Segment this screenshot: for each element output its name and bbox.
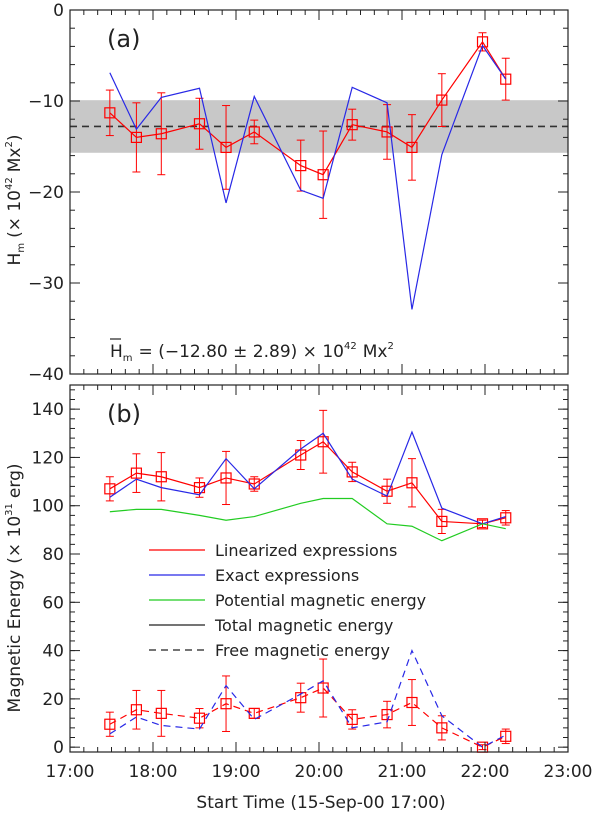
panel-a-label: (a) [107, 25, 140, 53]
panel-b-label: (b) [107, 400, 141, 428]
panel-a-ylabel-unit: Mx [5, 148, 25, 173]
data-point-square [295, 692, 307, 704]
data-point-square [295, 449, 307, 461]
data-point-square [155, 128, 167, 140]
data-point-square [130, 131, 142, 143]
data-point-square [381, 126, 393, 138]
series-line [109, 440, 506, 525]
data-point-square [406, 696, 418, 709]
x-tick-label: 18:00 [129, 762, 178, 782]
y-tick-label: 140 [32, 400, 64, 420]
panel-a-ylabel-sub: m [16, 243, 27, 253]
y-tick-label: 0 [53, 1, 64, 21]
data-point-square [130, 467, 142, 479]
x-tick-label: 20:00 [295, 762, 344, 782]
legend-label: Free magnetic energy [215, 641, 390, 660]
data-point-square [406, 477, 418, 489]
panel-a-ylabel-close: ) [5, 135, 25, 142]
data-point-square [295, 160, 307, 172]
y-tick-label: −10 [28, 92, 64, 112]
x-tick-label: 17:00 [46, 762, 95, 782]
data-point-square [406, 141, 418, 154]
panel-b-ylabel-exp: 31 [4, 503, 15, 516]
legend-label: Linearized expressions [215, 541, 397, 560]
data-point-square [155, 471, 167, 483]
y-tick-label: 100 [32, 497, 64, 517]
series-line [109, 648, 507, 748]
panel-b: 0 20 40 60 80 100 120 140 17:00 18:00 19:00 20:00 21… [4, 384, 593, 813]
data-point-square [248, 126, 260, 138]
data-point-square [130, 704, 142, 716]
y-tick-label: 40 [42, 642, 64, 662]
annotation-unit: Mx [363, 342, 388, 362]
panel-a-ylabel-main: H [5, 253, 25, 266]
data-point-square [476, 518, 489, 530]
data-point-square [193, 712, 206, 724]
panel-a-axes: 0 −10 −20 −30 −40 [28, 1, 569, 385]
data-point-square [155, 707, 167, 719]
data-point-square [317, 169, 329, 181]
x-tick-label: 21:00 [378, 762, 427, 782]
panel-b-ylabel-unit: erg) [5, 464, 25, 499]
panel-a-annotation: Hm = (−12.80 ± 2.89) × 1042 Mx2 [110, 341, 394, 364]
y-tick-label: 120 [32, 448, 64, 468]
x-axis-label: Start Time (15-Sep-00 17:00) [196, 793, 445, 813]
panel-a-ylabel-rest: (× 10 [5, 190, 25, 238]
panel-b-axes: 0 20 40 60 80 100 120 140 17:00 18:00 19:00 20:00 21… [32, 384, 593, 782]
y-tick-label: 60 [42, 593, 64, 613]
panel-a-data [104, 32, 512, 310]
legend-label: Exact expressions [215, 566, 359, 585]
y-tick-label: 80 [42, 545, 64, 565]
y-tick-label: −40 [28, 365, 64, 385]
data-point-square [220, 141, 232, 154]
panel-b-data [104, 409, 512, 753]
x-tick-label: 22:00 [461, 762, 510, 782]
legend: Linearized expressions Exact expressions P… [149, 541, 426, 660]
x-tick-label: 23:00 [544, 762, 593, 782]
y-tick-label: −20 [28, 183, 64, 203]
x-tick-label: 19:00 [212, 762, 261, 782]
series-line [109, 687, 507, 748]
legend-label: Potential magnetic energy [215, 591, 426, 610]
data-point-square [500, 73, 512, 85]
data-point-square [220, 472, 232, 484]
panel-a-ylabel-exp: 42 [4, 177, 15, 190]
panel-a-ylabel: Hm (× 1042 Mx2) [4, 135, 27, 266]
panel-b-ylabel-rest: (× 10 [5, 516, 25, 564]
data-point-square [436, 94, 448, 106]
annotation-exp: 42 [344, 341, 357, 352]
y-tick-label: −30 [28, 274, 64, 294]
plot-frame [69, 9, 569, 375]
y-tick-label: 0 [53, 738, 64, 758]
y-tick-label: 20 [42, 690, 64, 710]
data-point-square [381, 708, 393, 721]
series-line [109, 40, 507, 176]
series-line [109, 430, 506, 525]
data-point-square [104, 107, 116, 119]
annotation-eq: = (−12.80 ± 2.89) × 10 [139, 342, 344, 362]
data-point-square [104, 718, 116, 730]
panel-b-ylabel: Magnetic Energy (× 1031 erg) [4, 464, 25, 713]
panel-b-ylabel-main: Magnetic Energy [5, 570, 25, 713]
panel-a-ylabel-unit-exp: 2 [4, 141, 15, 147]
data-point-square [104, 483, 116, 495]
series-line [109, 497, 506, 542]
series-line [109, 44, 507, 310]
panel-a: 0 −10 −20 −30 −40 (a) Hm = (−12.80 ± 2.89) × … [4, 1, 569, 385]
data-point-square [220, 698, 232, 710]
data-point-square [500, 730, 512, 742]
data-point-square [436, 722, 448, 734]
annotation-unit-exp: 2 [387, 341, 393, 352]
legend-label: Total magnetic energy [214, 616, 393, 635]
data-point-square [436, 515, 448, 528]
data-point-square [346, 119, 358, 131]
annotation-lhs-sub: m [123, 353, 133, 364]
annotation-lhs: H [110, 342, 123, 362]
data-point-square [193, 118, 206, 130]
